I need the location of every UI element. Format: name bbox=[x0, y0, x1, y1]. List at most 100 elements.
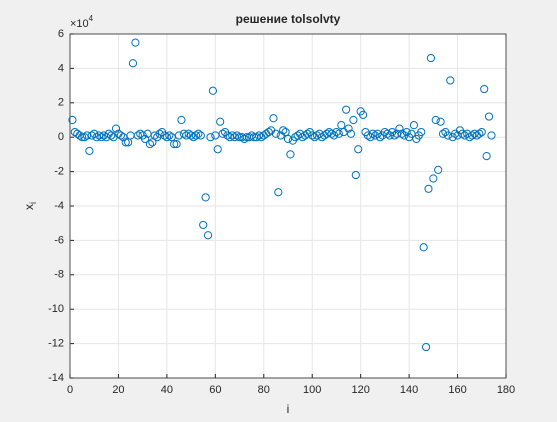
x-tick-label: 160 bbox=[448, 384, 466, 396]
point bbox=[480, 84, 489, 94]
y-tick-label: -12 bbox=[48, 338, 64, 350]
y-axis-label: xi bbox=[22, 202, 38, 210]
point bbox=[421, 342, 431, 352]
y-tick-label: -4 bbox=[54, 200, 64, 212]
point bbox=[429, 174, 438, 183]
y-tick-label: -6 bbox=[54, 234, 64, 246]
y-exponent-power: 4 bbox=[89, 14, 94, 23]
point bbox=[482, 152, 491, 161]
point bbox=[233, 131, 242, 140]
x-tick-label: 140 bbox=[400, 384, 418, 396]
point bbox=[240, 134, 249, 144]
point bbox=[206, 133, 215, 142]
x-tick-label: 80 bbox=[258, 384, 270, 396]
point bbox=[419, 243, 428, 252]
y-tick-label: 0 bbox=[58, 131, 64, 143]
y-exponent: ×104 bbox=[70, 14, 94, 30]
point bbox=[78, 133, 87, 142]
point bbox=[475, 129, 484, 138]
point bbox=[484, 112, 494, 121]
y-label-sub: i bbox=[28, 202, 38, 204]
point bbox=[446, 76, 455, 85]
point bbox=[131, 38, 140, 47]
point bbox=[213, 145, 222, 154]
point bbox=[140, 134, 150, 144]
point bbox=[349, 115, 358, 125]
point bbox=[155, 129, 164, 138]
point bbox=[97, 133, 106, 142]
point bbox=[165, 131, 174, 140]
y-tick-label: -8 bbox=[54, 269, 64, 281]
point bbox=[128, 59, 138, 68]
point bbox=[417, 127, 426, 137]
x-tick-label: 20 bbox=[112, 384, 124, 396]
point bbox=[177, 115, 186, 125]
point bbox=[194, 129, 203, 138]
point bbox=[303, 129, 312, 138]
point bbox=[458, 129, 467, 138]
point bbox=[218, 129, 227, 138]
point bbox=[397, 129, 406, 138]
point bbox=[145, 139, 155, 149]
point bbox=[375, 133, 385, 142]
y-exponent-base: ×10 bbox=[70, 18, 89, 30]
point bbox=[150, 131, 159, 140]
point bbox=[133, 131, 142, 140]
point bbox=[199, 220, 208, 230]
point bbox=[116, 131, 125, 140]
point bbox=[172, 139, 181, 149]
point bbox=[402, 127, 411, 137]
point bbox=[201, 193, 210, 202]
y-tick-label: -2 bbox=[54, 166, 64, 178]
x-tick-label: 40 bbox=[161, 384, 173, 396]
point bbox=[477, 127, 486, 137]
point bbox=[342, 105, 351, 114]
point bbox=[111, 124, 121, 133]
point bbox=[269, 114, 278, 123]
point bbox=[431, 115, 440, 125]
point bbox=[424, 184, 433, 193]
y-tick-label: 4 bbox=[58, 62, 64, 74]
x-tick-label: 60 bbox=[209, 384, 221, 396]
y-tick-label: 2 bbox=[58, 97, 64, 109]
point bbox=[438, 129, 448, 138]
point bbox=[170, 139, 179, 149]
point bbox=[121, 138, 130, 147]
x-axis-label: i bbox=[287, 402, 290, 416]
y-tick-label: -14 bbox=[48, 372, 64, 384]
x-tick-label: 120 bbox=[351, 384, 369, 396]
point bbox=[279, 126, 288, 135]
axes-box bbox=[69, 33, 507, 379]
point bbox=[271, 129, 280, 138]
point bbox=[196, 131, 205, 140]
x-tick-label: 180 bbox=[497, 384, 515, 396]
point bbox=[274, 188, 283, 197]
y-tick-label: -10 bbox=[48, 303, 64, 315]
point bbox=[334, 129, 343, 138]
point bbox=[487, 131, 496, 140]
point bbox=[395, 124, 404, 133]
point bbox=[191, 131, 201, 140]
point bbox=[286, 150, 295, 159]
y-label-main: x bbox=[22, 204, 36, 210]
point bbox=[85, 146, 94, 156]
point bbox=[426, 53, 436, 63]
point bbox=[358, 110, 368, 119]
x-tick-label: 0 bbox=[67, 384, 73, 396]
point bbox=[208, 86, 218, 95]
point bbox=[434, 165, 443, 174]
chart-title: решение tolsolvty bbox=[236, 12, 341, 26]
point bbox=[162, 133, 171, 142]
point bbox=[68, 115, 77, 125]
point bbox=[344, 124, 353, 133]
point bbox=[436, 117, 445, 126]
point bbox=[368, 129, 377, 138]
point bbox=[346, 129, 356, 138]
point bbox=[203, 231, 213, 240]
y-tick-label: 6 bbox=[58, 28, 64, 40]
point bbox=[354, 145, 363, 154]
point bbox=[409, 121, 419, 130]
point bbox=[216, 117, 225, 126]
point bbox=[351, 170, 360, 180]
